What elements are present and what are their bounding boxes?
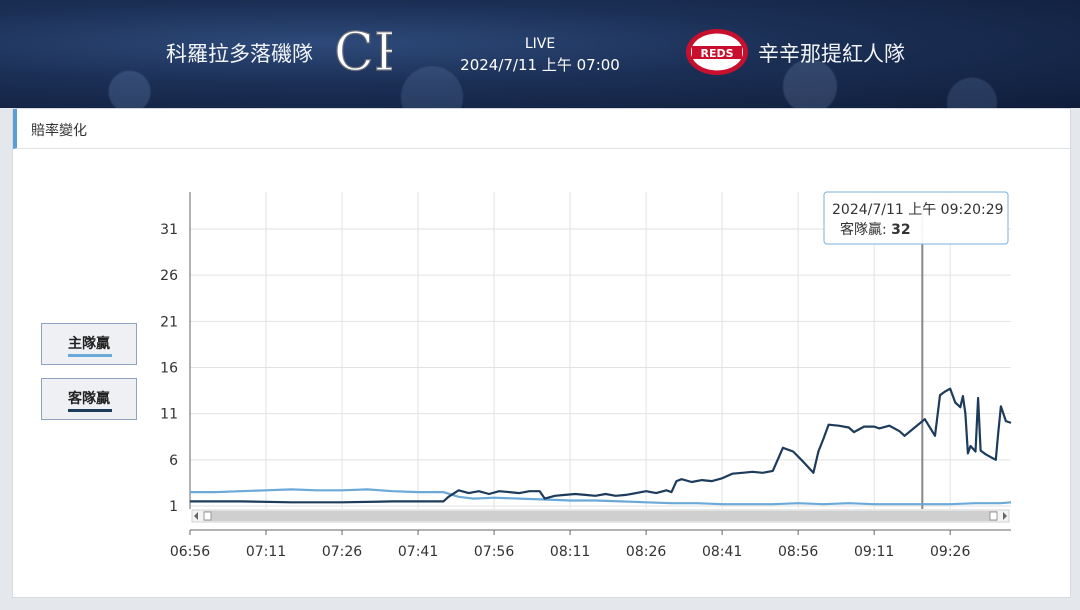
x-tick-label: 07:41 (398, 544, 438, 560)
x-tick-label: 09:26 (930, 544, 970, 560)
legend-away-label: 客隊贏 (68, 391, 110, 407)
x-tick-label: 07:11 (246, 544, 286, 560)
crowd-background (0, 0, 1080, 108)
game-header: 科羅拉多落磯隊 CR LIVE 2024/7/11 上午 07:00 REDS … (0, 0, 1080, 108)
y-tick-label: 21 (160, 314, 178, 330)
rockies-logo-icon[interactable]: CR (332, 20, 392, 86)
away-team-name[interactable]: 辛辛那提紅人隊 (758, 42, 905, 66)
y-tick-label: 11 (160, 407, 178, 423)
y-tick-label: 31 (160, 222, 178, 238)
legend-away-button[interactable]: 客隊贏 (41, 378, 137, 420)
y-tick-label: 16 (160, 361, 178, 377)
panel-title-bar: 賠率變化 (13, 109, 1070, 149)
home-team-name[interactable]: 科羅拉多落磯隊 (166, 42, 313, 66)
tooltip-value: 32 (891, 222, 910, 238)
reds-logo-icon[interactable]: REDS (684, 27, 750, 77)
series-line-home[interactable] (190, 488, 1012, 506)
legend-home-label: 主隊贏 (68, 336, 110, 352)
tooltip-series-label: 客隊贏: 32 (840, 221, 911, 238)
live-status: LIVE (524, 36, 556, 52)
grid (189, 192, 1011, 509)
x-tick-label: 09:11 (854, 544, 894, 560)
x-tick-label: 08:41 (702, 544, 742, 560)
y-tick-label: 1 (169, 499, 178, 515)
tooltip-time: 2024/7/11 上午 09:20:29 (832, 202, 1004, 218)
legend-away-swatch (68, 409, 112, 412)
y-tick-label: 26 (160, 268, 178, 284)
panel-title: 賠率變化 (31, 123, 87, 139)
scrollbar-handle-right[interactable] (989, 511, 998, 521)
x-tick-label: 08:26 (626, 544, 666, 560)
x-tick-label: 06:56 (170, 544, 210, 560)
scroll-left-arrow-icon[interactable] (194, 512, 198, 520)
away-logo-text: REDS (700, 47, 733, 60)
scrollbar-handle-left[interactable] (203, 511, 212, 521)
legend-home-button[interactable]: 主隊贏 (41, 323, 137, 365)
game-datetime: 2024/7/11 上午 07:00 (460, 56, 620, 74)
x-tick-label: 08:56 (778, 544, 818, 560)
series-line-away[interactable] (190, 387, 1012, 504)
y-tick-label: 6 (169, 453, 178, 469)
tooltip: 2024/7/11 上午 09:20:29 客隊贏: 32 (823, 191, 1009, 245)
home-logo-text: CR (334, 23, 392, 83)
range-scrollbar[interactable] (191, 509, 1010, 523)
tooltip-box (823, 191, 1009, 245)
x-tick-label: 07:56 (474, 544, 514, 560)
scrollbar-thumb[interactable] (204, 511, 997, 521)
x-tick-label: 08:11 (550, 544, 590, 560)
x-tick-label: 07:26 (322, 544, 362, 560)
legend-home-swatch (68, 354, 112, 357)
scroll-right-arrow-icon[interactable] (1003, 512, 1007, 520)
